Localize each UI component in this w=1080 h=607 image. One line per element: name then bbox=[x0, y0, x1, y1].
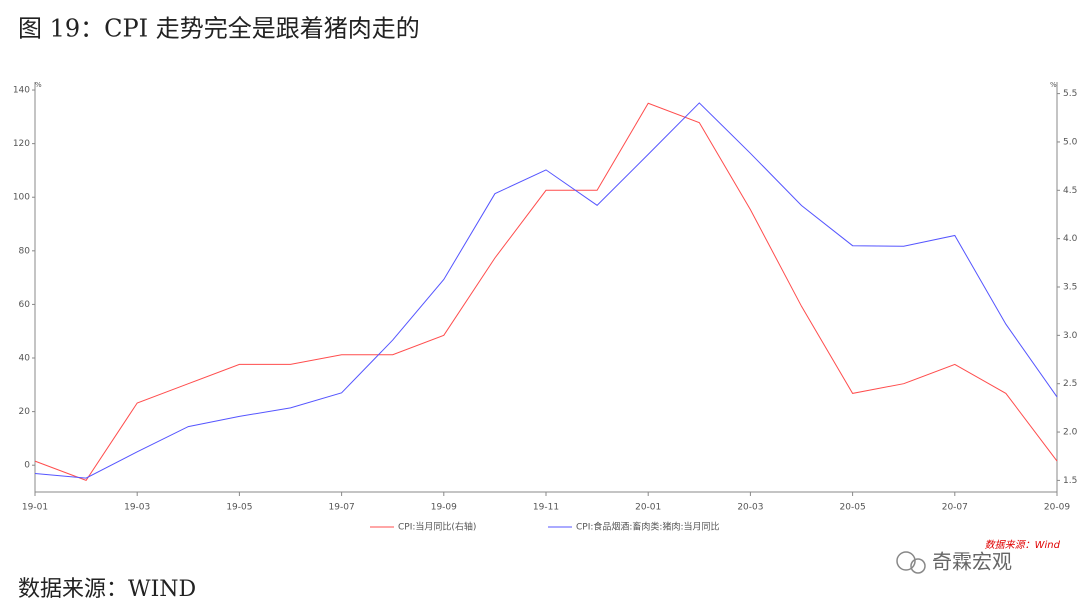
legend-label: CPI:食品烟酒:畜肉类:猪肉:当月同比 bbox=[576, 521, 720, 533]
y2-unit: % bbox=[1050, 81, 1057, 89]
y-unit: % bbox=[35, 81, 42, 89]
y2-tick-label: 3.0 bbox=[1063, 331, 1078, 341]
y-tick-label: 140 bbox=[13, 86, 30, 96]
y2-tick-label: 4.5 bbox=[1063, 186, 1077, 196]
series-line bbox=[34, 102, 1058, 482]
x-tick-label: 19-11 bbox=[533, 503, 559, 513]
x-tick-label: 20-09 bbox=[1044, 503, 1070, 513]
y2-tick-label: 2.5 bbox=[1063, 379, 1077, 389]
x-tick-label: 19-07 bbox=[329, 503, 355, 513]
logo-text: 奇霖宏观 bbox=[932, 550, 1012, 574]
y-tick-label: 80 bbox=[19, 246, 31, 256]
y-tick-label: 20 bbox=[19, 407, 31, 417]
x-tick-label: 19-03 bbox=[124, 503, 150, 513]
y2-tick-label: 2.0 bbox=[1063, 428, 1078, 438]
y-tick-label: 40 bbox=[19, 354, 31, 364]
y2-tick-label: 5.5 bbox=[1063, 89, 1077, 99]
watermark: 数据来源：Wind bbox=[985, 539, 1061, 551]
x-tick-label: 19-01 bbox=[22, 503, 48, 513]
source-note: 数据来源：WIND bbox=[18, 577, 196, 602]
y2-tick-label: 3.5 bbox=[1063, 283, 1077, 293]
series-line bbox=[34, 102, 1058, 479]
logo-icon bbox=[896, 551, 916, 571]
page-title: 图 19：CPI 走势完全是跟着猪肉走的 bbox=[18, 15, 420, 43]
x-tick-label: 20-01 bbox=[635, 503, 661, 513]
y-tick-label: 100 bbox=[13, 193, 30, 203]
logo-icon bbox=[910, 558, 926, 574]
legend-label: CPI:当月同比(右轴) bbox=[398, 521, 476, 533]
y2-tick-label: 5.0 bbox=[1063, 137, 1078, 147]
y-tick-label: 0 bbox=[24, 461, 30, 471]
x-tick-label: 20-07 bbox=[942, 503, 968, 513]
y-tick-label: 120 bbox=[13, 139, 30, 149]
y-tick-label: 60 bbox=[19, 300, 31, 310]
x-tick-label: 20-03 bbox=[737, 503, 763, 513]
y2-tick-label: 4.0 bbox=[1063, 234, 1078, 244]
x-tick-label: 20-05 bbox=[840, 503, 866, 513]
y2-tick-label: 1.5 bbox=[1063, 476, 1077, 486]
x-tick-label: 19-09 bbox=[431, 503, 457, 513]
x-tick-label: 19-05 bbox=[226, 503, 252, 513]
